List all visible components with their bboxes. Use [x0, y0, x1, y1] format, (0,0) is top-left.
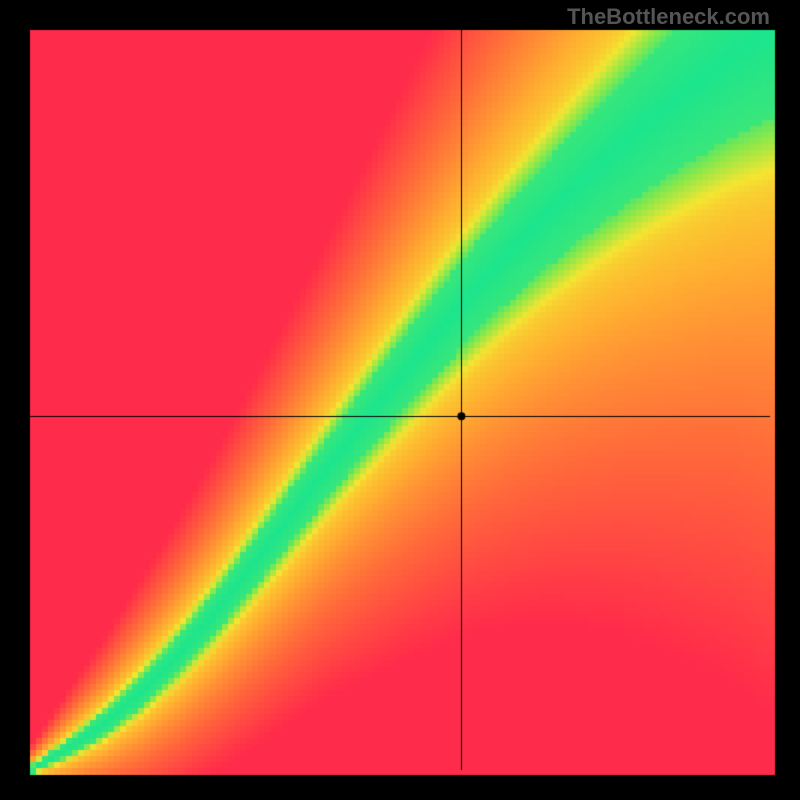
chart-container: TheBottleneck.com: [0, 0, 800, 800]
bottleneck-heatmap: [0, 0, 800, 800]
source-watermark: TheBottleneck.com: [567, 4, 770, 30]
